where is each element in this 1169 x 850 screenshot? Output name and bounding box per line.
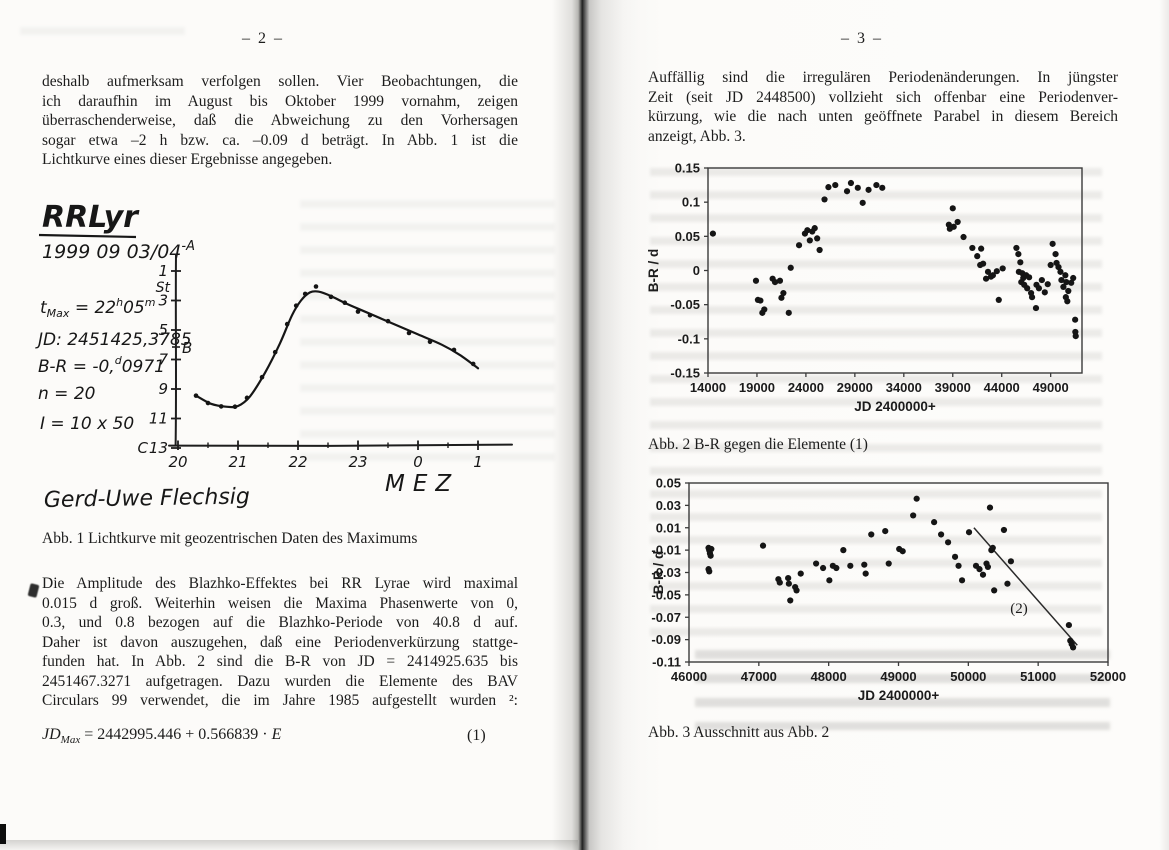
equation-e: E: [271, 726, 282, 743]
svg-text:(2): (2): [1010, 601, 1028, 617]
text-line: Circulars 99 verwendet, die im Jahre 198…: [42, 692, 518, 709]
abb2-chart: 14000 19000 24000 29000 34000 39000 44000 49000…: [646, 161, 1083, 414]
text-line: 0.015 d groß. Weiterhin weisen die Maxim…: [42, 594, 518, 612]
figure1-xaxis-label: MEZ: [385, 471, 459, 497]
svg-text:51000: 51000: [1020, 669, 1056, 684]
svg-text:49000: 49000: [1033, 380, 1069, 395]
svg-text:13: 13: [149, 439, 168, 457]
text-line: 2451467.3271 aufgetragen. Dazu wurden di…: [42, 672, 518, 690]
figure1-br-annotation: B-R = -0,d0971: [38, 354, 165, 377]
svg-text:-0.07: -0.07: [651, 610, 681, 625]
text-line: Lichtkurve eines dieser Ergebnisse angeg…: [42, 151, 333, 168]
svg-text:0.05: 0.05: [675, 229, 700, 244]
svg-text:39000: 39000: [935, 380, 971, 395]
figure1-st-label: St: [156, 280, 171, 296]
svg-text:1: 1: [158, 262, 168, 280]
right-paragraph-1: Auffällig sind die irregulären Periodenä…: [648, 68, 1118, 146]
svg-text:22: 22: [288, 453, 307, 471]
page-number-left: – 2 –: [242, 30, 284, 47]
svg-text:19000: 19000: [739, 380, 775, 395]
figure1-handwritten-lightcurve: RRLyr 1999 09 03/04-A tMax = 22h05m JD: …: [35, 200, 513, 513]
equation-1: JDMax = 2442995.446 + 0.566839 · E (1): [42, 726, 518, 746]
figure3-caption: Abb. 3 Ausschnitt aus Abb. 2: [648, 724, 830, 741]
svg-text:11: 11: [149, 410, 168, 428]
svg-text:52000: 52000: [1090, 669, 1126, 684]
text-line: Zeit (seit JD 2448500) vollzieht sich of…: [648, 88, 1118, 106]
svg-text:1: 1: [473, 453, 483, 471]
equation-number: (1): [467, 727, 486, 744]
svg-text:9: 9: [158, 380, 168, 398]
text-line: sogar etwa –2 h bzw. ca. –0.09 d beträgt…: [42, 131, 518, 149]
text-line: Auffällig sind die irregulären Periodenä…: [648, 69, 1118, 86]
figure1-n-annotation: n = 20: [38, 384, 95, 404]
left-paragraph-1: deshalb aufmerksam verfolgen sollen. Vie…: [42, 72, 518, 170]
svg-text:-0.1: -0.1: [678, 331, 700, 346]
svg-text:JD 2400000+: JD 2400000+: [858, 688, 940, 703]
equation-lhs: JD: [42, 726, 61, 743]
svg-text:44000: 44000: [984, 380, 1020, 395]
page-number-right: – 3 –: [841, 30, 883, 47]
equation-body: = 2442995.446 + 0.566839 ·: [80, 726, 272, 743]
page-left: [0, 0, 578, 850]
svg-text:49000: 49000: [880, 669, 916, 684]
svg-text:-0.05: -0.05: [670, 297, 700, 312]
svg-text:0.03: 0.03: [656, 498, 681, 513]
svg-text:46000: 46000: [671, 669, 707, 684]
figure1-title: RRLyr: [42, 200, 140, 235]
text-line: überraschenderweise, daß die Abweichung …: [42, 112, 518, 129]
text-line: deshalb aufmerksam verfolgen sollen. Vie…: [42, 73, 518, 90]
abb3-chart: 46000 47000 48000 49000 50000 51000 52000 0.05 0…: [651, 476, 1126, 704]
svg-text:0.1: 0.1: [682, 195, 700, 210]
svg-text:50000: 50000: [950, 669, 986, 684]
text-line: Die Amplitude des Blazhko-Effektes bei R…: [42, 575, 518, 592]
text-line: anzeigt, Abb. 3.: [648, 127, 746, 145]
svg-text:0.01: 0.01: [656, 520, 681, 535]
text-line: funden hat. In Abb. 2 sind die B-R von J…: [42, 653, 518, 670]
svg-text:B-R / d: B-R / d: [651, 551, 666, 595]
figure1-jd-annotation: JD: 2451425,3785: [35, 330, 192, 350]
equation-subscript: Max: [60, 734, 81, 747]
svg-text:29000: 29000: [837, 380, 873, 395]
figure1-c-label: C: [138, 439, 149, 457]
text-line: Daher ist davon auszugehen, daß eine Per…: [42, 633, 518, 651]
text-line: ich daraufhin im August bis Oktober 1999…: [42, 92, 518, 110]
figure2-caption: Abb. 2 B-R gegen die Elemente (1): [648, 436, 868, 453]
svg-text:-0.09: -0.09: [651, 632, 681, 647]
svg-text:JD 2400000+: JD 2400000+: [854, 399, 936, 414]
svg-text:34000: 34000: [886, 380, 922, 395]
text-line: 0.3, und 0.8 bezogen auf die Blazhko-Per…: [42, 614, 518, 631]
svg-text:48000: 48000: [811, 669, 847, 684]
svg-text:0: 0: [413, 453, 423, 471]
figure1-b-label: B: [182, 339, 192, 357]
page-bottom-edge: [0, 840, 578, 850]
svg-text:47000: 47000: [741, 669, 777, 684]
svg-text:-0.15: -0.15: [670, 366, 700, 381]
svg-text:-0.11: -0.11: [652, 655, 681, 670]
figure1-caption: Abb. 1 Lichtkurve mit geozentrischen Dat…: [42, 530, 418, 547]
svg-text:0: 0: [693, 263, 700, 278]
svg-text:14000: 14000: [690, 380, 726, 395]
svg-text:B-R / d: B-R / d: [646, 249, 661, 293]
figure1-signature: Gerd-Uwe Flechsig: [44, 484, 250, 513]
left-paragraph-2: Die Amplitude des Blazhko-Effektes bei R…: [42, 574, 518, 711]
figure1-i-annotation: I = 10 x 50: [40, 414, 134, 434]
svg-text:7: 7: [158, 351, 168, 369]
svg-text:0.05: 0.05: [656, 476, 681, 491]
svg-text:24000: 24000: [788, 380, 824, 395]
figure1-date: 1999 09 03/04-A: [42, 239, 195, 263]
svg-text:0.15: 0.15: [675, 161, 700, 176]
text-line: kürzung, wie die nach unten geöffnete Pa…: [648, 108, 1118, 125]
page-right: [578, 0, 1169, 850]
figure1-title-underline: [38, 233, 137, 239]
svg-text:5: 5: [158, 321, 168, 339]
svg-text:20: 20: [168, 453, 187, 471]
figure1-tmax-annotation: tMax = 22h05m: [40, 296, 155, 320]
svg-text:3: 3: [158, 292, 168, 310]
page-right-edge-shadow: [1159, 0, 1169, 850]
svg-text:23: 23: [348, 453, 367, 471]
scan-corner-mark: [0, 824, 6, 844]
svg-text:21: 21: [228, 453, 247, 471]
